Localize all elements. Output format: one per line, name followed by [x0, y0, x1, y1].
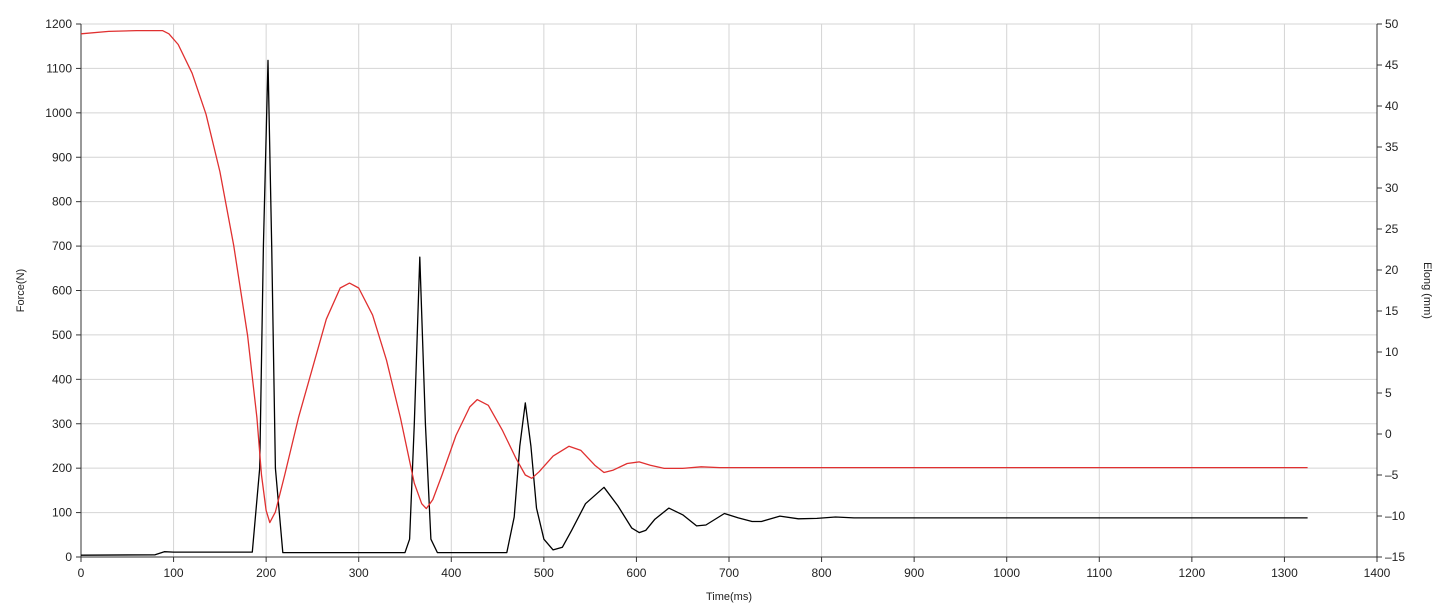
x-tick-label: 1200: [1179, 566, 1206, 580]
x-tick-label: 1100: [1086, 566, 1112, 580]
right-y-tick-label: 15: [1385, 304, 1399, 318]
right-y-tick-label: 50: [1385, 17, 1399, 31]
right-y-tick-label: 45: [1385, 58, 1399, 72]
left-y-tick-label: 700: [52, 239, 72, 253]
left-y-tick-label: 1000: [45, 106, 72, 120]
x-tick-label: 0: [78, 566, 85, 580]
right-y-tick-label: 35: [1385, 140, 1399, 154]
right-y-axis-title: Elong (mm): [1421, 262, 1433, 319]
right-y-tick-label: –10: [1385, 509, 1405, 523]
right-y-tick-label: 20: [1385, 263, 1399, 277]
tick-labels: 0 100 200 300 400 500 600 700 800 900 1000 1100 1200…: [45, 17, 1405, 580]
x-tick-label: 500: [534, 566, 554, 580]
grid: [80, 23, 1378, 558]
left-y-axis-title: Force(N): [15, 269, 27, 312]
x-tick-label: 200: [256, 566, 276, 580]
right-y-tick-label: 25: [1385, 222, 1399, 236]
left-y-tick-label: 100: [52, 506, 72, 520]
x-tick-label: 300: [349, 566, 369, 580]
x-tick-label: 700: [719, 566, 739, 580]
x-tick-label: 1400: [1364, 566, 1391, 580]
left-y-tick-label: 300: [52, 417, 72, 431]
right-y-tick-label: 40: [1385, 99, 1399, 113]
x-tick-label: 100: [164, 566, 184, 580]
right-y-tick-label: –5: [1385, 468, 1399, 482]
right-y-tick-label: 30: [1385, 181, 1399, 195]
x-tick-label: 400: [441, 566, 461, 580]
left-y-tick-label: 400: [52, 372, 72, 386]
elongation-series-line: [80, 29, 1308, 524]
left-y-tick-label: 1200: [45, 17, 72, 31]
left-y-tick-label: 1100: [46, 61, 72, 75]
left-y-tick-label: 500: [52, 328, 72, 342]
x-tick-label: 1300: [1271, 566, 1298, 580]
left-y-tick-label: 200: [52, 461, 72, 475]
left-y-tick-label: 600: [52, 284, 72, 298]
left-y-tick-label: 0: [65, 550, 72, 564]
series-group: [80, 29, 1308, 556]
right-y-tick-label: 5: [1385, 386, 1392, 400]
x-tick-label: 900: [904, 566, 924, 580]
force-series-line: [80, 59, 1308, 556]
axes: [76, 23, 1382, 562]
x-tick-label: 800: [812, 566, 832, 580]
x-tick-label: 600: [626, 566, 646, 580]
x-tick-label: 1000: [993, 566, 1020, 580]
right-y-tick-label: 10: [1385, 345, 1399, 359]
right-y-tick-label: 0: [1385, 427, 1392, 441]
left-y-tick-label: 800: [52, 195, 72, 209]
right-y-tick-label: –15: [1385, 550, 1405, 564]
x-axis-title: Time(ms): [706, 591, 752, 603]
left-y-tick-label: 900: [52, 150, 72, 164]
